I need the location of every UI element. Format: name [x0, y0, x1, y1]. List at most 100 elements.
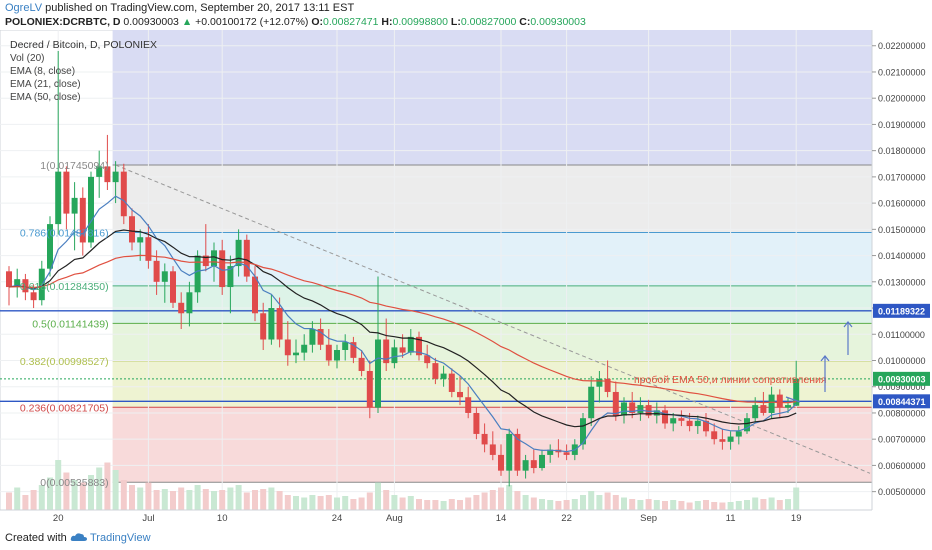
candle-body	[481, 433, 488, 445]
candle-body	[596, 378, 603, 387]
volume-bar	[120, 480, 127, 510]
volume-bar	[284, 495, 291, 510]
candle-body	[137, 237, 144, 243]
volume-bar	[186, 490, 193, 510]
candle-body	[243, 239, 250, 277]
volume-bar	[375, 482, 381, 510]
fib-zone-0.786	[112, 232, 873, 286]
candle-body	[88, 176, 94, 243]
volume-bar	[670, 500, 677, 510]
candle-body	[440, 373, 447, 379]
close-label: C:	[519, 16, 531, 28]
open-label: O:	[311, 16, 324, 28]
candle-body	[621, 402, 627, 416]
volume-bar	[735, 501, 742, 510]
candle-body	[366, 370, 373, 408]
candle-body	[760, 405, 767, 413]
candle-body	[129, 216, 135, 243]
volume-bar	[768, 497, 775, 510]
volume-bar	[325, 495, 332, 510]
volume-bar	[14, 487, 21, 510]
candle-body	[424, 355, 431, 364]
y-tick-label: 0.01800000	[878, 146, 926, 156]
x-tick-label: 20	[53, 513, 64, 524]
price-tag-label: 0.01189322	[878, 306, 925, 316]
time-axis[interactable]: 20 Jul 10 24 Aug 14 22 Sep 11 19	[0, 509, 932, 524]
volume-bar	[194, 485, 201, 510]
volume-bar	[235, 485, 242, 510]
candle-body	[703, 420, 709, 432]
volume-bar	[514, 491, 521, 510]
candle-body	[727, 436, 734, 442]
volume-bar	[457, 500, 463, 510]
price-tag-label: 0.00930003	[878, 374, 926, 384]
volume-bar	[686, 502, 693, 510]
candlesticks	[6, 50, 800, 487]
candle-body	[629, 402, 636, 413]
candle-body	[399, 347, 406, 353]
price-tag	[873, 394, 930, 409]
price-chart[interactable]: 1(0.01745094) 0.786(0.01487816) 0.618(0.01…	[0, 30, 932, 524]
author-link[interactable]: OgreLV	[5, 2, 43, 14]
price-axis[interactable]: 0.02200000 0.02100000 0.02000000 0.01900000…	[871, 30, 932, 510]
fib-label-0: 0(0.00535883)	[40, 477, 108, 489]
candle-body	[580, 418, 586, 445]
candle-body	[120, 171, 127, 217]
candle-body	[47, 224, 53, 269]
y-tick-label: 0.00900000	[878, 382, 926, 392]
x-tick-label: 24	[332, 513, 343, 524]
y-tick-label: 0.00700000	[878, 435, 926, 445]
candle-body	[744, 418, 750, 432]
candle-body	[309, 329, 316, 345]
volume-bar	[366, 492, 373, 510]
tradingview-link[interactable]: TradingView	[90, 532, 151, 544]
candle-body	[416, 336, 422, 356]
volume-bar	[145, 482, 152, 510]
low-value: 0.00827000	[460, 16, 517, 28]
candle-body	[719, 439, 726, 442]
candle-body	[465, 397, 472, 413]
volume-bar	[596, 495, 603, 510]
fib-background	[0, 30, 873, 511]
volume-bar	[104, 462, 111, 510]
candle-body	[473, 412, 480, 434]
candle-body	[112, 171, 119, 183]
ohlc-line: POLONIEX:DCRBTC, D 0.00930003 ▲ +0.00100…	[5, 16, 586, 28]
volume-bar	[448, 499, 455, 510]
y-tick-label: 0.01400000	[878, 251, 926, 261]
candle-body	[358, 357, 365, 371]
candle-body	[350, 342, 357, 358]
open-value: 0.00827471	[323, 16, 379, 28]
volume-bar	[498, 487, 504, 510]
x-tick-label: 22	[561, 513, 572, 524]
candle-body	[637, 405, 644, 413]
x-tick-label: 14	[496, 513, 507, 524]
candle-body	[104, 166, 111, 183]
volume-bar	[588, 491, 595, 510]
candle-body	[317, 329, 324, 345]
volume-bar	[744, 500, 750, 510]
close-value: 0.00930003	[530, 16, 586, 28]
volume-bar	[776, 500, 783, 510]
volume-bar	[752, 497, 759, 510]
volume-bar	[645, 499, 652, 510]
publish-info: published on TradingView.com, September …	[42, 2, 355, 14]
volume-bar	[711, 502, 718, 510]
volume-bar	[653, 500, 660, 510]
candle-body	[522, 460, 529, 471]
candle-body	[645, 405, 652, 416]
volume-bar	[96, 467, 103, 510]
candle-body	[678, 418, 685, 421]
candle-body	[284, 339, 291, 356]
ema-21-line	[8, 229, 797, 428]
volume-bar	[407, 496, 414, 510]
volume-bar	[358, 497, 365, 510]
volume-bar	[293, 496, 299, 510]
volume-bar	[276, 491, 283, 510]
fib-label-1: 1(0.01745094)	[40, 160, 108, 172]
volume-bar	[153, 490, 160, 510]
volume-bar	[678, 501, 685, 510]
candle-body	[752, 405, 759, 419]
candle-body	[506, 433, 513, 471]
candle-body	[268, 308, 275, 340]
